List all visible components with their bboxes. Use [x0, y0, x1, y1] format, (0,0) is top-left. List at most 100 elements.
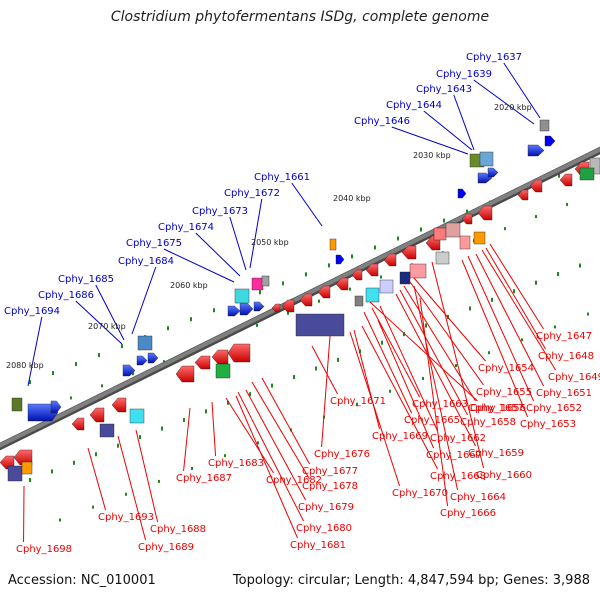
callout-line [475, 253, 545, 387]
gene-box-olive [11, 397, 23, 412]
reverse-gene-arrow [401, 245, 417, 260]
reverse-gene-arrow [194, 355, 211, 370]
gene-label-cphy-1655: Cphy_1655 [476, 387, 532, 398]
forward-gene-arrow [27, 403, 59, 422]
gene-box-indigo [295, 313, 345, 337]
forward-gene-arrow [544, 135, 556, 147]
callout-line [183, 407, 191, 472]
reverse-gene-arrow [559, 173, 573, 187]
callout-line [211, 401, 217, 457]
gene-label-cphy-1693: Cphy_1693 [98, 512, 154, 523]
gene-label-cphy-1658: Cphy_1658 [460, 417, 516, 428]
gene-label-cphy-1668: Cphy_1668 [430, 471, 486, 482]
gene-callouts: Cphy_1637 Cphy_1639 Cphy_1643 Cphy_1644 Cphy… [4, 52, 600, 555]
genome-backbone [0, 146, 600, 451]
gene-label-cphy-1680: Cphy_1680 [296, 523, 352, 534]
gene-label-cphy-1669: Cphy_1669 [372, 431, 428, 442]
gene-label-cphy-1681: Cphy_1681 [290, 540, 346, 551]
callout-line [413, 285, 459, 491]
callout-line [399, 289, 468, 416]
callout-line [431, 261, 485, 469]
gene-label-cphy-1662: Cphy_1662 [430, 433, 486, 444]
forward-gene-arrow [227, 305, 241, 317]
gene-label-cphy-1664: Cphy_1664 [450, 492, 506, 503]
callout-line [235, 395, 299, 539]
gene-label-cphy-1649: Cphy_1649 [548, 372, 600, 383]
gene-label-cphy-1637: Cphy_1637 [466, 52, 522, 63]
forward-gene-arrow [335, 254, 345, 265]
callout-line [349, 331, 401, 487]
gene-box-cyan [365, 287, 380, 303]
reverse-gene-arrow [461, 213, 473, 225]
gene-label-cphy-1663: Cphy_1663 [412, 399, 468, 410]
gene-box-pink [459, 235, 471, 250]
accession-label: Accession: NC_010001 [8, 573, 156, 588]
kbp-marker: 2050 kbp [251, 238, 289, 247]
gene-box-gray [261, 275, 270, 287]
callout-line [131, 266, 157, 335]
gene-label-cphy-1647: Cphy_1647 [536, 331, 592, 342]
forward-gene-arrow [147, 352, 159, 364]
gene-box-steelblue [479, 151, 494, 167]
reverse-gene-arrow [517, 189, 529, 201]
reverse-gene-arrow [271, 303, 281, 313]
callout-line [371, 307, 421, 398]
gene-label-cphy-1686: Cphy_1686 [38, 290, 94, 301]
gene-label-cphy-1684: Cphy_1684 [118, 256, 174, 267]
gene-box-orange [21, 461, 33, 475]
gene-box-green [579, 167, 595, 181]
callout-line [423, 110, 473, 151]
kbp-marker: 2020 kbp [494, 103, 532, 112]
callout-line [225, 397, 274, 474]
kbp-marker: 2080 kbp [6, 361, 44, 370]
forward-gene-arrow [487, 167, 499, 178]
gene-label-cphy-1677: Cphy_1677 [302, 466, 358, 477]
callout-line [379, 305, 439, 432]
map-title: Clostridium phytofermentans ISDg, comple… [110, 9, 490, 25]
reverse-gene-arrow [299, 293, 313, 307]
forward-gene-arrow [136, 355, 148, 366]
callout-line [321, 335, 331, 448]
gene-box-gray [354, 295, 364, 307]
callout-line [237, 391, 305, 522]
callout-line [261, 377, 310, 465]
gene-box-gray [589, 157, 600, 175]
reverse-gene-arrow [477, 205, 493, 221]
callout-line [403, 285, 476, 402]
callout-line [249, 198, 263, 269]
callout-line [419, 297, 449, 507]
callout-line [461, 259, 529, 418]
gene-box-cyan [234, 288, 250, 304]
gene-box-pink [409, 263, 427, 279]
gene-label-cphy-1659: Cphy_1659 [468, 448, 524, 459]
reverse-gene-arrow [351, 269, 363, 281]
reverse-gene-arrow [365, 263, 379, 277]
callout-line [251, 381, 310, 480]
reverse-gene-arrow [211, 349, 229, 365]
forward-gene-arrow [239, 302, 254, 316]
callout-line [485, 247, 546, 350]
reverse-gene-arrow [529, 179, 543, 193]
gene-label-cphy-1687: Cphy_1687 [176, 473, 232, 484]
callout-line [481, 249, 556, 371]
forward-gene-arrow [122, 364, 136, 377]
callout-line [453, 94, 475, 151]
callout-line [245, 389, 306, 501]
callout-line [27, 316, 43, 387]
callout-line [369, 301, 478, 402]
callout-line [135, 429, 159, 523]
gene-label-cphy-1679: Cphy_1679 [298, 502, 354, 513]
callout-line [95, 284, 125, 341]
gene-box-orange [473, 231, 486, 245]
callout-line [163, 248, 235, 283]
callout-line [229, 216, 247, 271]
gene-label-cphy-1639: Cphy_1639 [436, 69, 492, 80]
gene-label-cphy-1678: Cphy_1678 [302, 481, 358, 492]
reverse-gene-arrow [383, 253, 397, 267]
reverse-gene-arrow [335, 277, 349, 291]
gene-label-cphy-1648: Cphy_1648 [538, 351, 594, 362]
gene-label-cphy-1660: Cphy_1660 [476, 470, 532, 481]
callout-line [409, 281, 484, 386]
gene-label-cphy-1670: Cphy_1670 [392, 488, 448, 499]
gene-box-cyan [129, 408, 145, 424]
